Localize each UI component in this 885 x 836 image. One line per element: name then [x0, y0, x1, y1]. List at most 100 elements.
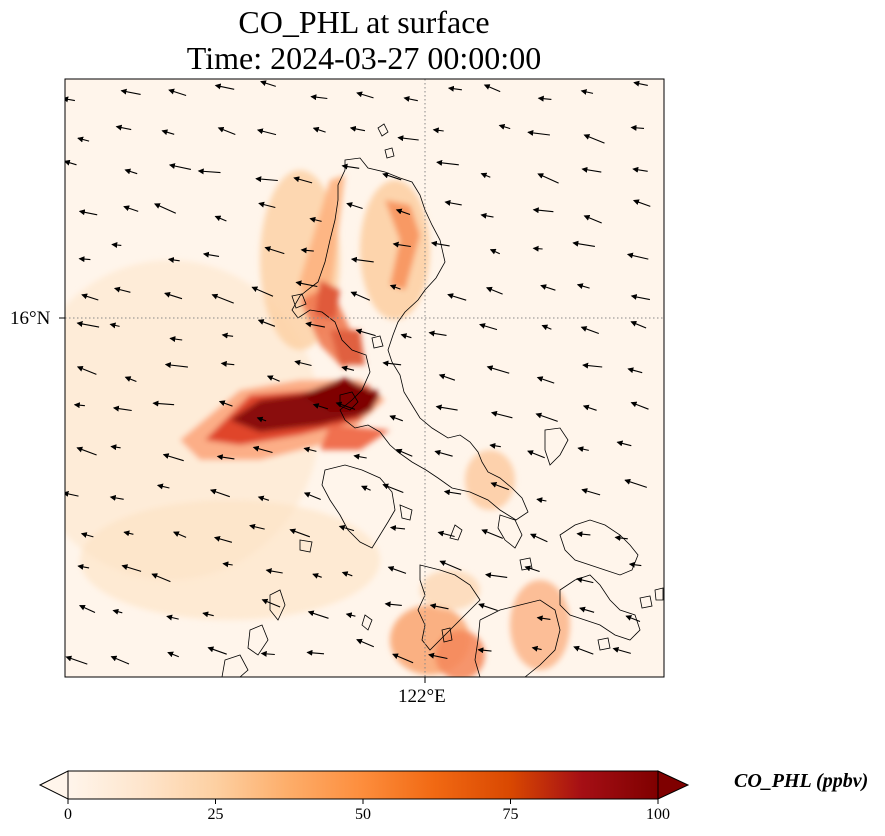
wind-arrow — [436, 159, 459, 166]
wind-arrow — [389, 284, 401, 291]
wind-arrow — [251, 286, 274, 297]
wind-arrow — [573, 645, 594, 655]
colorbar-tick-label: 75 — [502, 806, 519, 823]
colorbar-tick-label: 50 — [355, 806, 371, 823]
wind-arrow — [76, 321, 100, 328]
wind-arrow — [265, 568, 283, 575]
wind-arrow — [630, 401, 649, 410]
wind-arrow — [532, 207, 554, 214]
wind-arrow — [576, 283, 590, 289]
wind-arrow — [434, 449, 453, 457]
wind-arrow — [65, 655, 88, 665]
wind-arrow — [153, 203, 177, 214]
wind-arrow — [483, 84, 501, 93]
wind-arrow — [527, 129, 550, 136]
wind-arrow — [524, 565, 540, 573]
wind-arrow — [429, 603, 449, 610]
wind-arrow — [309, 216, 322, 223]
wind-arrow — [479, 323, 498, 331]
wind-arrow — [312, 126, 326, 133]
wind-arrow — [632, 199, 651, 207]
wind-arrow — [303, 446, 317, 453]
wind-arrow — [303, 492, 321, 501]
wind-arrow — [220, 360, 235, 367]
wind-arrow — [630, 294, 651, 301]
wind-arrow — [162, 453, 184, 462]
wind-arrow — [77, 563, 90, 570]
wind-arrow — [214, 83, 235, 90]
colorbar-tick-label: 25 — [207, 806, 224, 823]
wind-arrow — [164, 362, 188, 369]
wind-arrow — [403, 96, 418, 102]
wind-arrow — [65, 159, 77, 166]
wind-arrow — [78, 604, 96, 614]
wind-arrow — [78, 209, 98, 216]
wind-arrow — [447, 85, 462, 92]
wind-arrow — [161, 129, 175, 136]
wind-arrow — [536, 497, 547, 504]
wind-arrow — [261, 598, 281, 608]
wind-arrow — [626, 252, 649, 260]
wind-arrow — [264, 246, 285, 255]
wind-arrow — [582, 404, 597, 411]
wind-arrow — [202, 611, 214, 618]
wind-arrow — [258, 201, 276, 209]
wind-arrow — [625, 615, 641, 623]
wind-arrow — [576, 531, 591, 538]
wind-arrow — [341, 365, 355, 372]
wind-arrow — [360, 485, 371, 492]
wind-arrow — [167, 257, 180, 263]
wind-arrow — [489, 442, 501, 449]
wind-arrow — [392, 241, 411, 248]
wind-arrow — [438, 373, 456, 381]
wind-arrow — [294, 359, 312, 367]
wind-arrow — [428, 330, 447, 337]
wind-arrow — [630, 320, 647, 329]
wind-arrow — [581, 488, 601, 496]
wind-arrow — [214, 215, 227, 222]
wind-arrow — [480, 212, 494, 219]
wind-arrow — [111, 242, 122, 248]
wind-arrow — [341, 163, 360, 170]
wind-arrow — [612, 646, 631, 654]
wind-arrow — [256, 416, 267, 423]
wind-arrow — [572, 240, 595, 247]
wind-arrow — [293, 176, 313, 184]
wind-arrow — [300, 247, 314, 254]
wind-arrow — [110, 444, 121, 451]
wind-arrow — [536, 615, 551, 622]
wind-arrow — [152, 400, 175, 407]
wind-arrow — [583, 215, 602, 224]
wind-arrow — [489, 248, 501, 255]
wind-arrow — [531, 645, 542, 652]
wind-arrow — [527, 450, 545, 459]
wind-arrow — [76, 446, 97, 456]
wind-arrow — [478, 603, 498, 612]
wind-arrow — [400, 333, 412, 340]
wind-arrow — [583, 134, 605, 144]
wind-arrow — [312, 403, 329, 410]
wind-arrow — [356, 91, 374, 99]
wind-arrow — [307, 610, 329, 619]
colorbar-tick-label: 100 — [646, 806, 670, 823]
wind-arrow — [541, 324, 552, 331]
wind-arrow — [123, 205, 139, 212]
wind-arrow — [529, 533, 548, 543]
wind-arrow — [168, 88, 187, 97]
wind-arrow — [630, 124, 645, 131]
wind-arrow — [535, 412, 558, 422]
wind-arrow — [151, 573, 171, 583]
wind-arrow — [123, 530, 134, 537]
wind-arrow — [537, 173, 559, 184]
wind-arrow — [306, 649, 325, 656]
wind-arrow — [447, 293, 467, 301]
wind-arrow — [260, 650, 275, 657]
wind-arrow — [356, 638, 375, 648]
wind-arrow — [81, 293, 99, 301]
wind-arrow — [218, 400, 233, 407]
wind-arrow — [582, 362, 603, 369]
map-frame — [64, 78, 665, 678]
colorbar-extend-max — [657, 770, 690, 800]
map-title: CO_PHL at surface — [238, 4, 490, 40]
